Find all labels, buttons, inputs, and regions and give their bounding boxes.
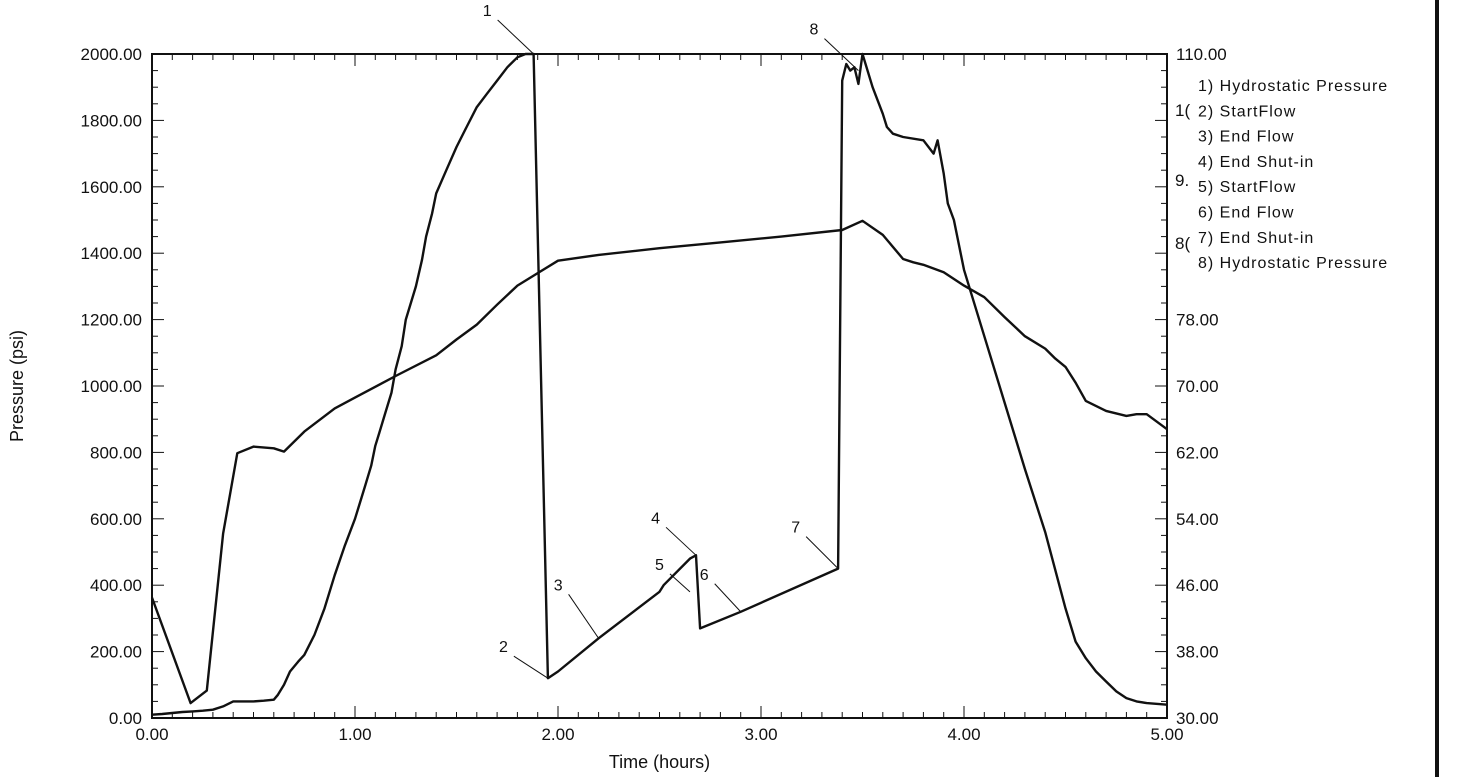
plot-area-border [151, 53, 1168, 719]
marker-leader-line [669, 573, 691, 593]
y-tick-label: 200.00 [90, 643, 142, 662]
y-tick-label: 1600.00 [81, 178, 142, 197]
plot-frame [151, 53, 1168, 719]
marker-label: 1 [483, 3, 492, 20]
x-tick-label: 3.00 [744, 725, 777, 744]
x-tick-label: 5.00 [1150, 725, 1183, 744]
marker-leader-line [497, 19, 534, 55]
axis-labels: 0.00 1.00 2.00 3.00 4.00 5.00 0.00 200.00 400.00… [7, 45, 1227, 772]
marker-leader-line [665, 526, 697, 556]
pressure-series-line [151, 52, 1168, 716]
y-axis-title: Pressure (psi) [7, 330, 27, 442]
marker-label: 4 [651, 510, 660, 527]
x-tick-label: 4.00 [947, 725, 980, 744]
legend-entry: 6) End Flow [1198, 205, 1294, 222]
y2-tick-label-partial: 9. [1175, 171, 1189, 190]
y-tick-label: 1400.00 [81, 244, 142, 263]
legend-entry: 1) Hydrostatic Pressure [1198, 78, 1388, 95]
secondary-series-line [150, 219, 1168, 705]
minor-ticks [152, 54, 1167, 718]
y2-tick-label: 54.00 [1176, 510, 1219, 529]
legend-entry: 3) End Flow [1198, 129, 1294, 146]
legend: 1) Hydrostatic Pressure 2) StartFlow 3) En… [1175, 78, 1388, 272]
y2-tick-label: 110.00 [1176, 45, 1227, 64]
y2-tick-label: 30.00 [1176, 709, 1219, 728]
y-tick-label: 800.00 [90, 443, 142, 462]
marker-leader-line [513, 655, 549, 679]
marker-label: 6 [700, 567, 709, 584]
y2-tick-label: 70.00 [1176, 377, 1219, 396]
x-tick-label: 2.00 [541, 725, 574, 744]
y-tick-label: 2000.00 [81, 45, 142, 64]
event-markers: 1 2 3 4 5 6 7 8 [483, 3, 859, 679]
legend-entry: 4) End Shut-in [1198, 154, 1314, 171]
y2-tick-label: 46.00 [1176, 576, 1219, 595]
y-tick-label: 600.00 [90, 510, 142, 529]
marker-label: 2 [499, 639, 508, 656]
series-layer [150, 52, 1168, 716]
y2-tick-label: 62.00 [1176, 443, 1219, 462]
x-tick-label: 1.00 [338, 725, 371, 744]
legend-entry: 8) Hydrostatic Pressure [1198, 255, 1388, 272]
marker-label: 8 [810, 22, 819, 39]
marker-leader-line [805, 536, 839, 569]
legend-entry: 7) End Shut-in [1198, 230, 1314, 247]
marker-leader-line [824, 38, 859, 71]
marker-leader-line [714, 583, 742, 613]
y-tick-label: 1800.00 [81, 111, 142, 130]
y-tick-label: 1200.00 [81, 311, 142, 330]
marker-leader-line [568, 594, 600, 639]
y-tick-label: 400.00 [90, 576, 142, 595]
y2-tick-label: 38.00 [1176, 643, 1219, 662]
y2-tick-label-partial: 1( [1175, 101, 1190, 120]
legend-entry: 2) StartFlow [1198, 103, 1296, 120]
marker-label: 7 [791, 520, 800, 537]
y2-tick-label-partial: 8( [1175, 234, 1190, 253]
x-axis-title: Time (hours) [609, 752, 710, 772]
legend-entry: 5) StartFlow [1198, 179, 1296, 196]
y-tick-label: 0.00 [109, 709, 142, 728]
x-tick-label: 0.00 [135, 725, 168, 744]
y2-tick-label: 78.00 [1176, 311, 1219, 330]
marker-label: 5 [655, 557, 664, 574]
marker-label: 3 [554, 577, 563, 594]
y-tick-label: 1000.00 [81, 377, 142, 396]
